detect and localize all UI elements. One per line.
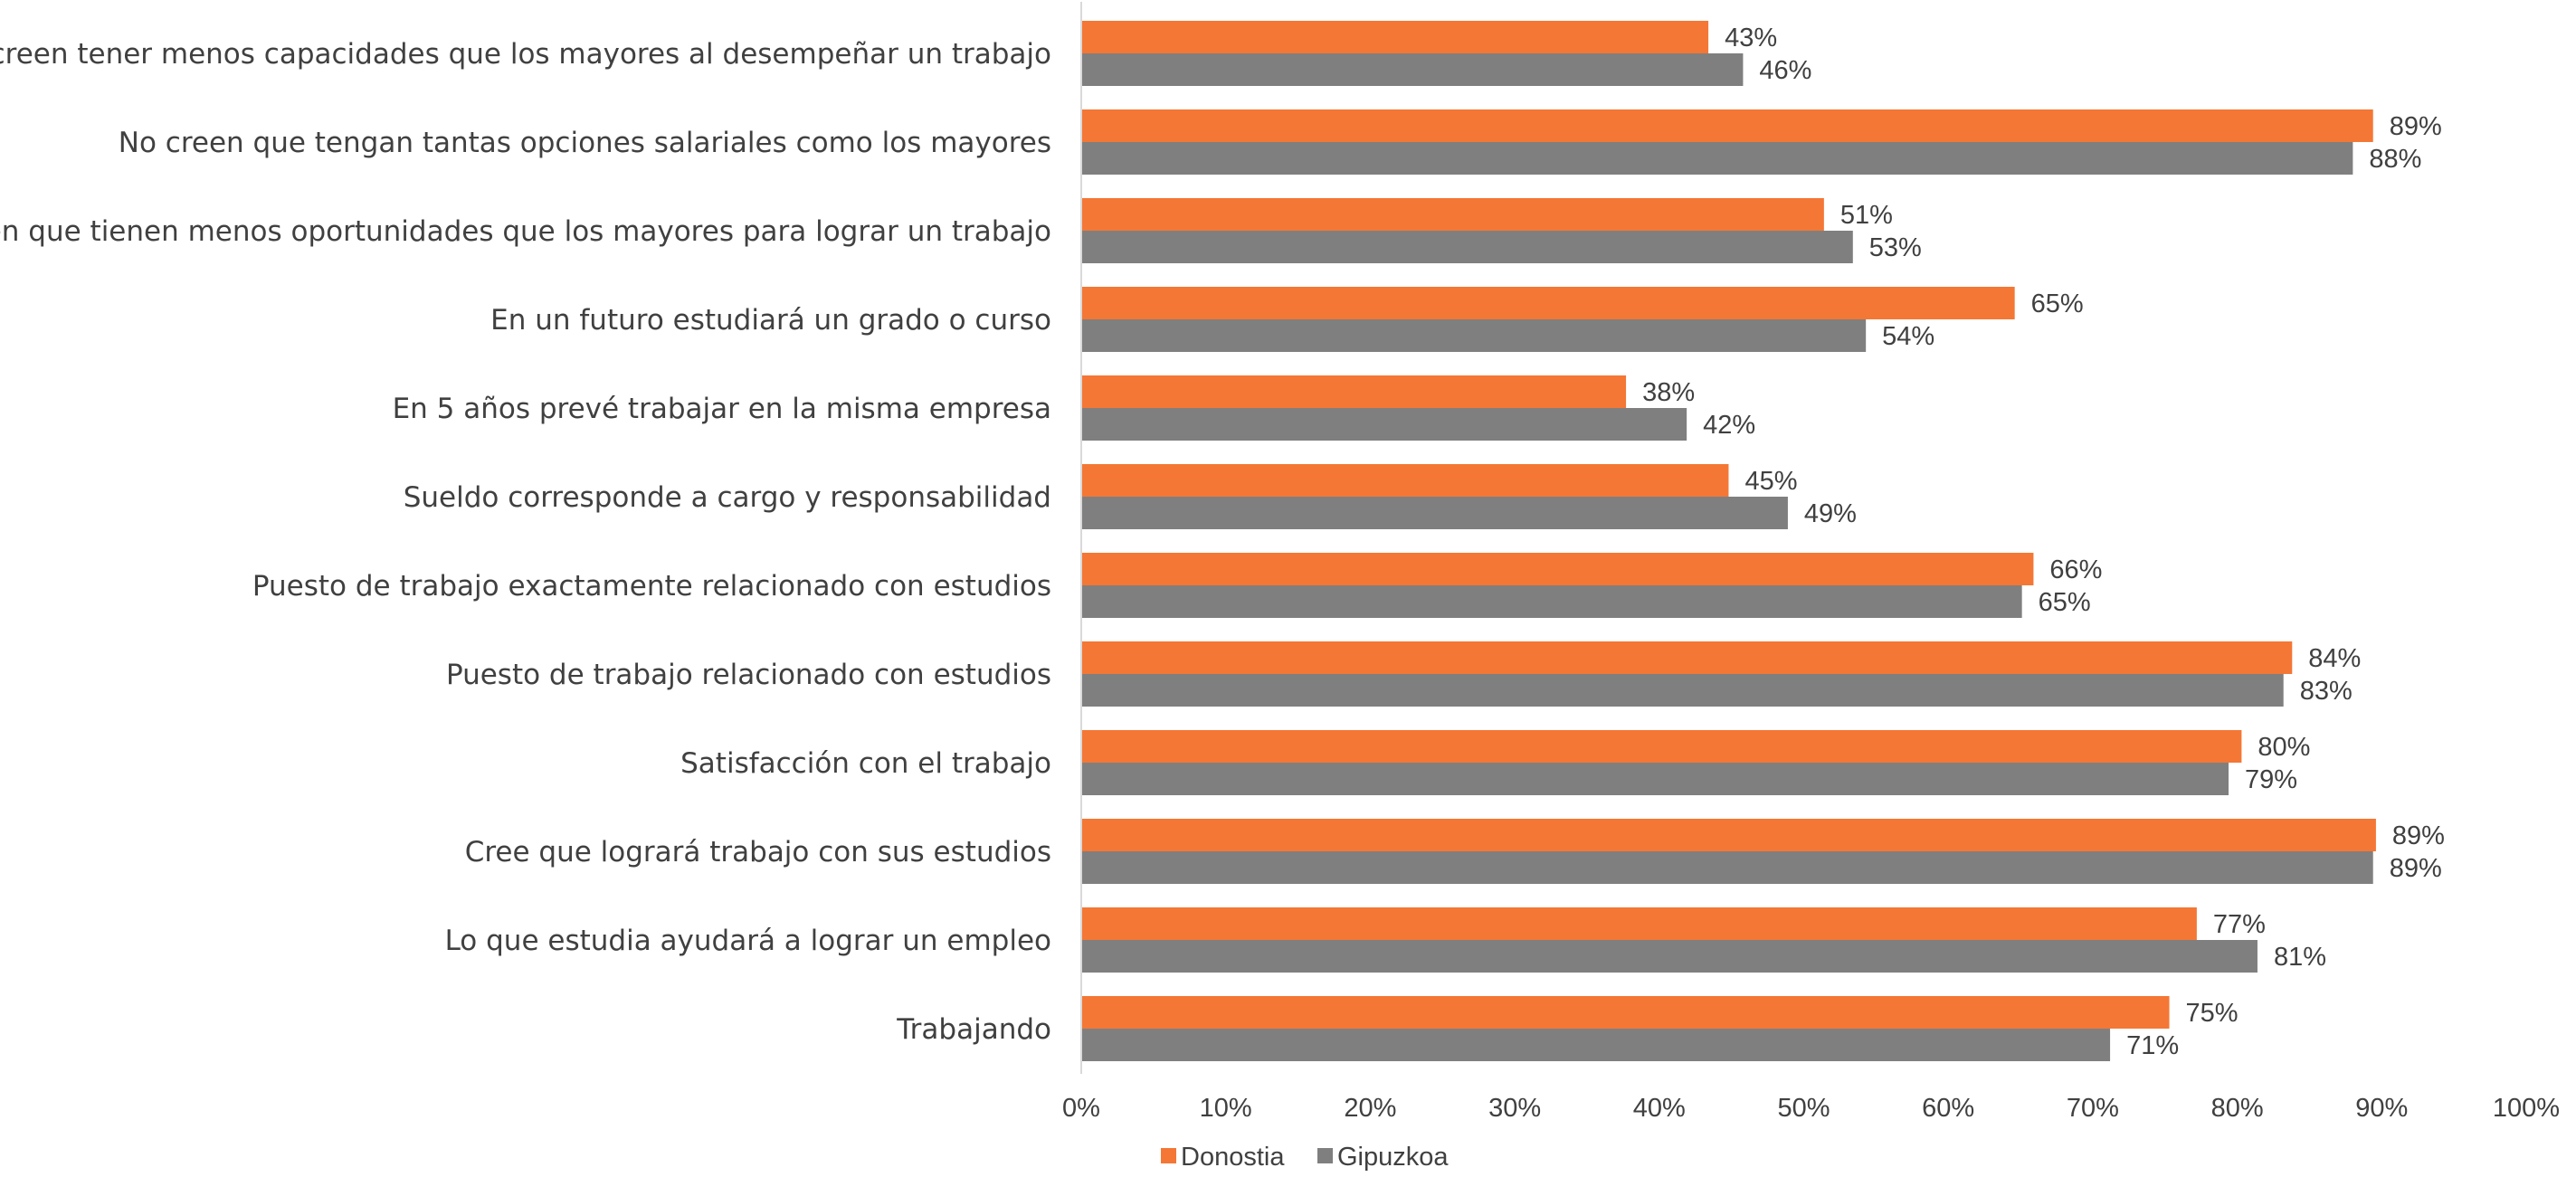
category-label-8: Satisfacción con el trabajo xyxy=(680,747,1051,780)
value-label-donostia-10: 77% xyxy=(2213,910,2266,939)
bar-gipuzkoa-0 xyxy=(1081,53,1744,86)
bar-donostia-2 xyxy=(1081,198,1824,231)
value-label-gipuzkoa-6: 65% xyxy=(2039,588,2091,617)
x-tick-label-2: 20% xyxy=(1344,1094,1396,1123)
category-label-10: Lo que estudia ayudará a lograr un emple… xyxy=(445,925,1051,957)
category-label-6: Puesto de trabajo exactamente relacionad… xyxy=(252,570,1051,603)
x-tick-label-3: 30% xyxy=(1488,1094,1541,1123)
value-label-donostia-4: 38% xyxy=(1642,378,1695,407)
value-label-donostia-6: 66% xyxy=(2049,555,2102,584)
x-tick-label-7: 70% xyxy=(2067,1094,2119,1123)
category-label-layer: No creen tener menos capacidades que los… xyxy=(0,38,1051,1046)
bar-gipuzkoa-1 xyxy=(1081,142,2353,175)
value-label-gipuzkoa-8: 79% xyxy=(2245,765,2297,794)
value-label-donostia-1: 89% xyxy=(2390,112,2442,141)
value-label-gipuzkoa-10: 81% xyxy=(2274,943,2326,972)
value-label-donostia-11: 75% xyxy=(2186,999,2239,1028)
category-label-7: Puesto de trabajo relacionado con estudi… xyxy=(446,659,1051,691)
value-label-gipuzkoa-4: 42% xyxy=(1703,411,1755,440)
legend-swatch-gipuzkoa xyxy=(1317,1148,1333,1163)
value-label-donostia-0: 43% xyxy=(1725,24,1777,52)
legend-swatch-donostia xyxy=(1161,1148,1176,1163)
x-axis-tick-labels: 0% 10% 20% 30% 40% 50% 60% 70% 80% 90% 100% xyxy=(1062,1094,2560,1123)
value-label-gipuzkoa-0: 46% xyxy=(1759,56,1811,85)
bar-gipuzkoa-6 xyxy=(1081,585,2022,618)
bar-donostia-7 xyxy=(1081,641,2293,674)
bar-gipuzkoa-7 xyxy=(1081,674,2284,707)
value-label-donostia-9: 89% xyxy=(2392,821,2445,850)
x-tick-label-1: 10% xyxy=(1200,1094,1252,1123)
value-label-gipuzkoa-5: 49% xyxy=(1804,499,1857,528)
x-tick-label-6: 60% xyxy=(1922,1094,1974,1123)
legend-label-donostia: Donostia xyxy=(1181,1143,1285,1172)
value-label-gipuzkoa-7: 83% xyxy=(2300,677,2353,706)
bar-donostia-11 xyxy=(1081,996,2170,1029)
bar-gipuzkoa-4 xyxy=(1081,408,1687,441)
category-label-0: No creen tener menos capacidades que los… xyxy=(0,38,1051,71)
value-label-donostia-5: 45% xyxy=(1744,467,1797,496)
x-tick-label-0: 0% xyxy=(1062,1094,1100,1123)
value-label-donostia-8: 80% xyxy=(2258,733,2310,762)
bar-donostia-0 xyxy=(1081,21,1709,53)
category-label-4: En 5 años prevé trabajar en la misma emp… xyxy=(393,393,1051,425)
category-label-11: Trabajando xyxy=(896,1013,1051,1046)
x-tick-label-9: 90% xyxy=(2355,1094,2408,1123)
value-label-donostia-3: 65% xyxy=(2031,290,2084,318)
bar-gipuzkoa-2 xyxy=(1081,231,1853,263)
bar-donostia-1 xyxy=(1081,109,2373,142)
x-tick-label-5: 50% xyxy=(1777,1094,1830,1123)
bar-donostia-9 xyxy=(1081,819,2376,851)
category-label-3: En un futuro estudiará un grado o curso xyxy=(490,304,1051,337)
bar-donostia-4 xyxy=(1081,375,1627,408)
bar-donostia-10 xyxy=(1081,907,2197,940)
x-tick-label-8: 80% xyxy=(2211,1094,2264,1123)
bar-gipuzkoa-8 xyxy=(1081,763,2229,795)
category-label-9: Cree que logrará trabajo con sus estudio… xyxy=(465,836,1051,869)
value-label-donostia-7: 84% xyxy=(2308,644,2361,673)
bar-gipuzkoa-3 xyxy=(1081,319,1867,352)
category-label-2: Creen que tienen menos oportunidades que… xyxy=(0,215,1051,248)
bar-donostia-8 xyxy=(1081,730,2242,763)
legend: Donostia Gipuzkoa xyxy=(1161,1143,1449,1172)
bar-donostia-6 xyxy=(1081,553,2034,585)
value-label-gipuzkoa-3: 54% xyxy=(1882,322,1934,351)
bar-gipuzkoa-11 xyxy=(1081,1029,2111,1061)
x-tick-label-4: 40% xyxy=(1633,1094,1686,1123)
category-label-1: No creen que tengan tantas opciones sala… xyxy=(119,127,1051,159)
bar-gipuzkoa-9 xyxy=(1081,851,2373,884)
x-tick-label-10: 100% xyxy=(2493,1094,2560,1123)
value-label-layer: 43% 46% 89% 88% 51% 53% 65% 54% 38% 42% 45%49% 66% 6… xyxy=(1642,24,2445,1060)
value-label-donostia-2: 51% xyxy=(1840,201,1893,230)
value-label-gipuzkoa-1: 88% xyxy=(2369,145,2421,174)
category-label-5: Sueldo corresponde a cargo y responsabil… xyxy=(404,481,1051,514)
bar-donostia-5 xyxy=(1081,464,1729,497)
bar-donostia-3 xyxy=(1081,287,2015,319)
bar-layer xyxy=(1081,21,2376,1061)
bar-gipuzkoa-5 xyxy=(1081,497,1788,529)
value-label-gipuzkoa-2: 53% xyxy=(1869,233,1922,262)
bar-gipuzkoa-10 xyxy=(1081,940,2258,973)
legend-label-gipuzkoa: Gipuzkoa xyxy=(1337,1143,1449,1172)
value-label-gipuzkoa-9: 89% xyxy=(2390,854,2442,883)
value-label-gipuzkoa-11: 71% xyxy=(2126,1031,2179,1060)
